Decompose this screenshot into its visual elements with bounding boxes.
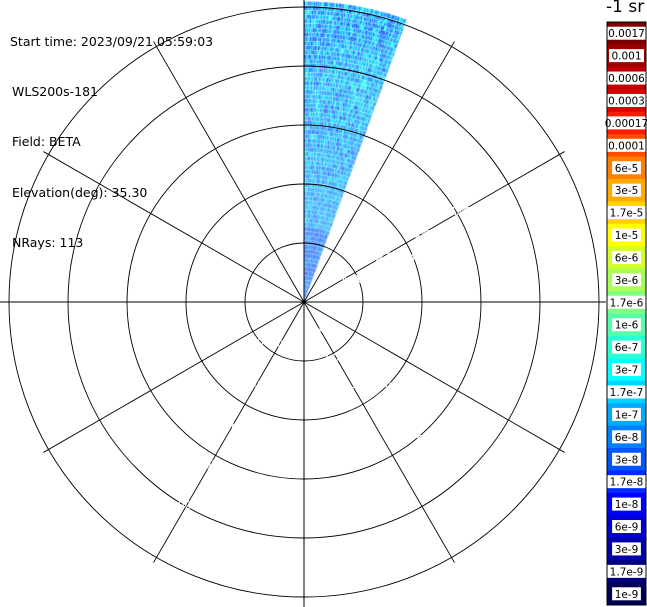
colorbar-label-bg — [605, 26, 647, 40]
colorbar-tick-label: 6e-8 — [615, 432, 639, 444]
colorbar-tick-label: 1.7e-8 — [610, 477, 644, 489]
colorbar-label-bg — [612, 452, 641, 466]
range-label-r2: 2.00km — [377, 250, 419, 263]
colorbar-title: -1 sr — [606, 0, 645, 17]
colorbar-tick-label: 1.7e-5 — [610, 208, 644, 220]
range-label-r4: 4.00km — [449, 205, 491, 218]
colorbar-tick-label: 1e-9 — [615, 589, 639, 601]
azimuth-spoke-120 — [303, 301, 565, 453]
azimuth-spoke-240 — [43, 301, 305, 453]
colorbar-tick-label: 1e-8 — [615, 499, 639, 511]
azimuth-spoke-60 — [303, 151, 565, 303]
colorbar-tick-label: 6e-5 — [615, 163, 639, 175]
range-label-r5: 5.00km — [167, 499, 209, 512]
colorbar-label-bg — [612, 520, 641, 534]
colorbar-tick-label: 3e-8 — [615, 454, 639, 466]
colorbar-tick-label: 3e-9 — [615, 544, 639, 556]
colorbar-label-bg — [612, 363, 641, 377]
colorbar-label-bg — [612, 161, 641, 175]
colorbar-frame — [606, 21, 647, 606]
range-label-r4: 4.00km — [447, 205, 489, 218]
colorbar-tick-label: 0.0017 — [608, 28, 645, 40]
colorbar-tick-label: 6e-7 — [615, 342, 639, 354]
colorbar-label-bg — [602, 116, 647, 130]
colorbar-label-bg — [612, 318, 641, 332]
colorbar-label-bg — [612, 497, 641, 511]
range-label-r4: 4.00km — [187, 458, 229, 471]
elevation-text: Elevation(deg): 35.30 — [12, 184, 148, 200]
colorbar-label-bg — [612, 407, 641, 421]
field-text: Field: BETA — [12, 134, 81, 150]
colorbar-label-bg — [605, 475, 647, 489]
range-label-r3: 3.00km — [350, 378, 392, 391]
colorbar-tick-label: 1.7e-6 — [610, 297, 644, 309]
range-label-r2: 2.00km — [322, 351, 364, 364]
colorbar-label-bg — [612, 340, 641, 354]
colorbar-label-bg — [612, 430, 641, 444]
colorbar-tick-label: 1e-6 — [615, 320, 639, 332]
colorbar-tick-label: 0.0001 — [608, 140, 645, 152]
range-label-r3: 3.00km — [413, 228, 455, 241]
azimuth-spoke-330 — [153, 41, 305, 303]
range-label-r4: 4.00km — [378, 406, 420, 419]
azimuth-spoke-210 — [153, 301, 305, 563]
colorbar-label-bg — [612, 250, 641, 264]
colorbar-tick-label: 0.0003 — [608, 95, 645, 107]
instrument-name: WLS200s-181 — [12, 83, 98, 99]
colorbar-tick-label: 1e-7 — [615, 409, 639, 421]
colorbar-tick-label: 3e-6 — [615, 275, 639, 287]
colorbar-label-bg — [609, 49, 644, 63]
colorbar-tick-label: 3e-7 — [615, 365, 639, 377]
colorbar-label-bg — [612, 228, 641, 242]
colorbar-label-bg — [605, 138, 647, 152]
scan-info-panel: Start time: 2023/09/21 05:59:03 WLS200s-… — [0, 0, 213, 269]
colorbar-tick-label: 1e-5 — [615, 230, 639, 242]
nrays-text: NRays: 113 — [12, 235, 84, 251]
start-time-text: Start time: 2023/09/21 05:59:03 — [10, 33, 214, 49]
range-label-r3: 3.00km — [411, 228, 453, 241]
colorbar-tick-label: 6e-6 — [615, 252, 639, 264]
colorbar-label-bg — [612, 587, 641, 601]
colorbar-label-bg — [605, 385, 647, 399]
azimuth-spoke-30 — [303, 41, 455, 303]
range-label-r1: 1.00km — [340, 273, 382, 286]
range-label-r1: 1.00km — [246, 337, 288, 350]
range-label-r3: 3.00km — [207, 418, 249, 431]
colorbar-label-bg — [605, 93, 647, 107]
range-label-r1: 1.00km — [294, 323, 336, 336]
colorbar-tick-label: 0.0006 — [608, 73, 645, 85]
colorbar-tick-label: 0.001 — [611, 51, 641, 63]
azimuth-spoke-150 — [303, 301, 455, 563]
range-label-r5: 5.00km — [406, 433, 448, 446]
colorbar-tick-label: 1.7e-9 — [610, 566, 644, 578]
colorbar-label-bg — [612, 273, 641, 287]
azimuth-spoke-300 — [43, 151, 305, 303]
colorbar-label-bg — [605, 295, 647, 309]
range-label-r1: 1.00km — [342, 273, 384, 286]
colorbar-label-bg — [612, 183, 641, 197]
colorbar-tick-label: 6e-9 — [615, 522, 639, 534]
colorbar-label-bg — [605, 71, 647, 85]
colorbar-tick-label: 3e-5 — [615, 185, 639, 197]
colorbar-label-bg — [612, 542, 641, 556]
colorbar-label-bg — [605, 206, 647, 220]
colorbar-label-bg — [605, 564, 647, 578]
range-label-r2: 2.00km — [375, 250, 417, 263]
colorbar-tick-label: 1.7e-7 — [610, 387, 644, 399]
colorbar-tick-label: 0.00017 — [605, 118, 647, 130]
range-label-r2: 2.00km — [226, 377, 268, 390]
